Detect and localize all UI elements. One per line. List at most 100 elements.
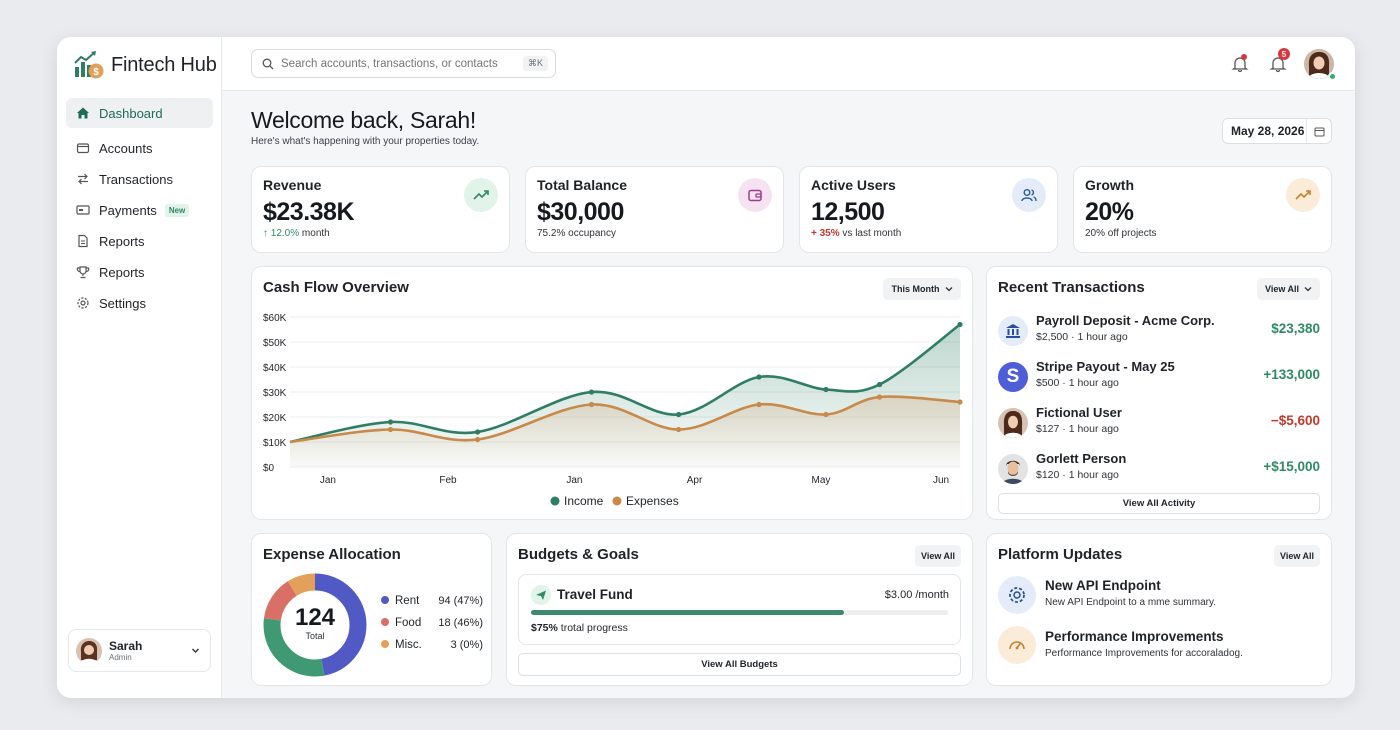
user-menu[interactable]: Sarah Admin <box>68 629 211 672</box>
data-point[interactable] <box>756 374 762 380</box>
data-point[interactable] <box>823 411 829 418</box>
sidebar-item-reports[interactable]: Reports <box>66 226 213 256</box>
data-point[interactable] <box>877 394 883 400</box>
view-all-activity-button[interactable]: View All Activity <box>998 493 1320 514</box>
legend-label: Income <box>564 494 604 508</box>
search-box[interactable]: ⌘K <box>251 49 556 78</box>
sidebar-item-transactions[interactable]: Transactions <box>66 164 213 194</box>
card-title: Expense Allocation <box>263 546 401 563</box>
transaction-title: Stripe Payout - May 25 <box>1036 359 1175 374</box>
stat-label: Revenue <box>263 177 322 193</box>
data-point[interactable] <box>877 381 883 388</box>
user-name: Sarah <box>109 639 143 653</box>
app-window: $ Fintech Hub Dashboard Accounts <box>57 37 1355 698</box>
legend-label: Rent <box>395 595 420 607</box>
sidebar-item-label: Payments <box>99 202 157 218</box>
transaction-row[interactable]: Payroll Deposit - Acme Corp. $2,500 · 1 … <box>998 313 1320 353</box>
data-point[interactable] <box>957 399 963 405</box>
sidebar-item-label: Reports <box>99 264 145 280</box>
transaction-amount: +133,000 <box>1263 367 1320 382</box>
platform-updates-card: Platform Updates View All New API Endpoi… <box>986 533 1332 686</box>
data-point[interactable] <box>387 426 394 433</box>
stat-card-active-users[interactable]: Active Users 12,500 + 35% vs last month <box>799 166 1058 253</box>
card-icon <box>76 203 90 217</box>
transaction-amount: +$15,000 <box>1263 459 1320 474</box>
data-point[interactable] <box>387 419 394 425</box>
stat-delta: ↑ 12.0% <box>263 228 300 239</box>
stat-card-growth[interactable]: Growth 20% 20% off projects <box>1073 166 1332 253</box>
transaction-row[interactable]: Gorlett Person $120 · 1 hour ago +$15,00… <box>998 451 1320 491</box>
transaction-title: Payroll Deposit - Acme Corp. <box>1036 313 1215 328</box>
sidebar-item-reports-2[interactable]: Reports <box>66 257 213 287</box>
logo-icon: $ <box>74 51 104 79</box>
view-all-transactions-button[interactable]: View All <box>1257 278 1320 300</box>
sidebar-item-payments[interactable]: Payments New <box>66 195 213 225</box>
y-tick-label: $10K <box>263 438 287 449</box>
legend-dot <box>550 496 560 506</box>
view-all-updates-button[interactable]: View All <box>1274 545 1320 567</box>
stat-sub-text: month <box>301 228 330 239</box>
data-point[interactable] <box>475 436 481 443</box>
cash-flow-card: Cash Flow Overview This Month $60K $50K $4… <box>251 266 973 520</box>
expense-legend-item: Food 18 (46%) <box>381 617 483 629</box>
y-tick-label: $0 <box>263 463 275 474</box>
period-filter[interactable]: This Month <box>883 278 961 300</box>
trend-up-icon <box>464 178 498 212</box>
sidebar: $ Fintech Hub Dashboard Accounts <box>57 37 222 698</box>
data-point[interactable] <box>957 321 963 328</box>
stat-sub: 75.2% occupancy <box>537 228 616 239</box>
sidebar-item-accounts[interactable]: Accounts <box>66 133 213 163</box>
gear-icon <box>998 576 1036 614</box>
data-point[interactable] <box>588 389 595 395</box>
button-label: View All <box>1264 284 1299 294</box>
goal-card[interactable]: Travel Fund $3.00 /month $75% trotal pro… <box>518 574 961 645</box>
brand[interactable]: $ Fintech Hub <box>73 49 217 81</box>
donut-segment-green[interactable] <box>263 573 367 677</box>
legend-dot <box>381 596 389 604</box>
data-point[interactable] <box>823 386 829 393</box>
data-point[interactable] <box>756 401 762 408</box>
transaction-sub: $127 · 1 hour ago <box>1036 423 1119 435</box>
goal-progress-fill <box>531 610 844 615</box>
stat-sub-text: vs last month <box>842 228 902 239</box>
legend-value: 18 (46%) <box>438 617 483 629</box>
arrows-icon <box>76 172 90 186</box>
user-role: Admin <box>109 653 132 662</box>
legend-label: Food <box>395 617 422 629</box>
card-title: Platform Updates <box>998 546 1123 563</box>
search-input[interactable] <box>281 57 519 70</box>
stat-sub: 20% off projects <box>1085 228 1157 239</box>
donut-total-label: Total <box>305 631 325 641</box>
transaction-amount: −$5,600 <box>1270 413 1320 428</box>
stripe-icon: S <box>998 362 1028 392</box>
online-status-dot <box>1328 72 1337 81</box>
donut-segment-misc[interactable] <box>263 573 367 677</box>
page-title: Welcome back, Sarah! <box>251 107 476 133</box>
series-line-income <box>289 323 961 444</box>
chevron-down-icon <box>945 287 952 292</box>
stat-value: $30,000 <box>537 198 624 226</box>
sidebar-item-dashboard[interactable]: Dashboard <box>66 98 213 128</box>
transaction-row[interactable]: S Stripe Payout - May 25 $500 · 1 hour a… <box>998 359 1320 399</box>
page-subtitle: Here's what's happening with your proper… <box>251 136 480 147</box>
data-point[interactable] <box>475 429 481 435</box>
stat-card-total-balance[interactable]: Total Balance $30,000 75.2% occupancy <box>525 166 784 253</box>
data-point[interactable] <box>588 401 595 408</box>
data-point[interactable] <box>676 411 682 418</box>
transaction-row[interactable]: Fictional User $127 · 1 hour ago −$5,600 <box>998 405 1320 445</box>
chevron-down-icon <box>192 648 199 653</box>
sidebar-item-settings[interactable]: Settings <box>66 288 213 318</box>
view-all-budgets-button[interactable]: View All Budgets <box>518 653 961 676</box>
expense-legend-item: Rent 94 (47%) <box>381 595 483 607</box>
stat-card-revenue[interactable]: Revenue $23.38K ↑ 12.0% month <box>251 166 510 253</box>
stat-label: Total Balance <box>537 177 627 193</box>
view-all-budgets-pill[interactable]: View All <box>915 545 961 567</box>
date-picker[interactable]: May 28, 2026 <box>1222 118 1332 144</box>
expense-legend-item: Misc. 3 (0%) <box>381 639 483 651</box>
update-title[interactable]: New API Endpoint <box>1045 578 1161 593</box>
sidebar-nav: Dashboard Accounts Transactions Payments <box>66 98 213 319</box>
plane-icon <box>531 585 551 605</box>
data-point[interactable] <box>676 426 682 433</box>
y-tick-label: $40K <box>263 363 287 374</box>
update-title[interactable]: Performance Improvements <box>1045 629 1224 644</box>
